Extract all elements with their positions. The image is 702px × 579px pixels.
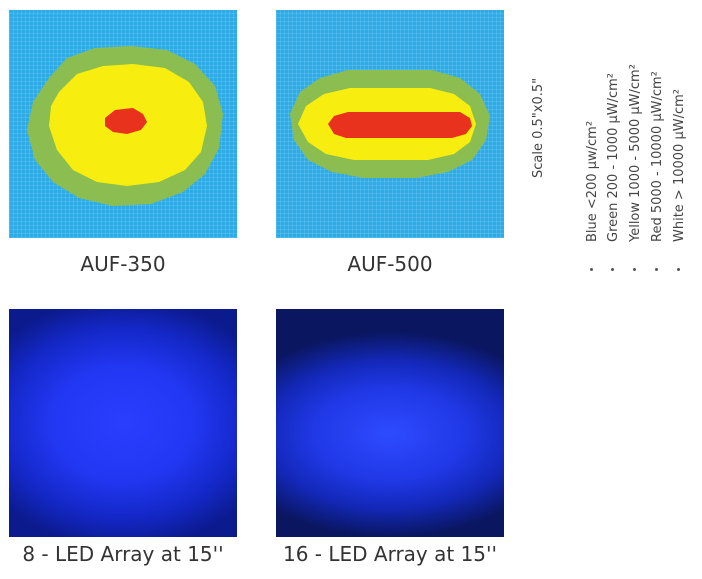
legend-bullet: [655, 268, 658, 271]
led16-caption: 16 - LED Array at 15'': [282, 542, 498, 566]
auf350-intensity-map: [9, 10, 237, 238]
legend-bullet: [611, 268, 614, 271]
led8-caption: 8 - LED Array at 15'': [22, 542, 224, 566]
auf350-contours: [27, 46, 223, 206]
led8-array-image: [9, 309, 237, 537]
legend-item-blue: Blue <200 μw/cm²: [585, 120, 600, 242]
legend-item-white: White > 10000 μW/cm²: [672, 89, 687, 242]
legend-bullet: [590, 268, 593, 271]
legend-item-green: Green 200 - 1000 μW/cm²: [606, 72, 621, 242]
led16-array-image: [276, 309, 504, 537]
legend-item-red: Red 5000 - 10000 μW/cm²: [650, 71, 665, 242]
legend-bullet: [677, 268, 680, 271]
legend-item-yellow: Yellow 1000 - 5000 μW/cm²: [628, 64, 643, 242]
auf350-caption: AUF-350: [80, 252, 166, 276]
auf500-red-zone: [328, 112, 472, 138]
auf500-caption: AUF-500: [347, 252, 433, 276]
auf500-intensity-map: [276, 10, 504, 238]
legend-bullet: [633, 268, 636, 271]
auf350-red-zone: [105, 108, 147, 134]
auf500-contours: [290, 70, 490, 178]
scale-label: Scale 0.5"x0.5": [531, 77, 546, 178]
